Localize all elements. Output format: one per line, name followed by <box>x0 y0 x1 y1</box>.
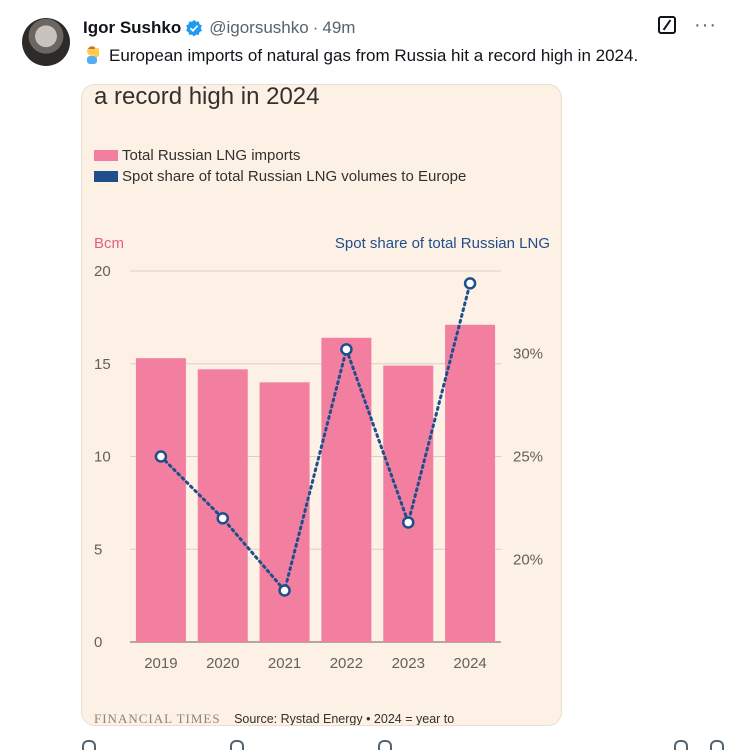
left-axis-title: Bcm <box>94 235 124 252</box>
right-tick-label: 25% <box>513 449 543 466</box>
left-tick-label: 0 <box>94 634 102 651</box>
x-tick-label: 2019 <box>144 655 177 672</box>
legend-item-bars: Total Russian LNG imports <box>94 147 300 164</box>
bar <box>321 337 372 642</box>
legend-item-line: Spot share of total Russian LNG volumes … <box>94 168 466 185</box>
spot-share-point <box>463 277 477 290</box>
chart-title: a record high in 2024 <box>94 84 320 110</box>
spot-share-point <box>278 584 291 597</box>
bar <box>383 365 434 642</box>
bookmark-icon[interactable] <box>674 740 688 750</box>
source-text: Source: Rystad Energy • 2024 = year to <box>234 712 455 726</box>
author-name[interactable]: Igor Sushko <box>83 18 182 37</box>
spot-share-point <box>216 512 229 525</box>
tweet-text: European imports of natural gas from Rus… <box>109 46 639 65</box>
right-tick-label: 20% <box>513 552 543 569</box>
legend-label-bars: Total Russian LNG imports <box>122 147 301 164</box>
tweet-header: Igor Sushko @igorsushko · 49m <box>83 16 355 40</box>
spot-share-point <box>402 516 415 529</box>
spot-share-point <box>154 450 168 463</box>
tweet-body: European imports of natural gas from Rus… <box>83 44 723 68</box>
tweet-image[interactable]: a record high in 2024 Total Russian LNG … <box>81 84 562 726</box>
spot-share-point <box>340 343 353 356</box>
x-tick-label: 2022 <box>330 655 363 672</box>
bar <box>197 369 248 642</box>
left-tick-label: 5 <box>94 541 102 558</box>
person-facepalming-icon <box>83 44 103 64</box>
combo-chart: 0 5 10 15 20 20% 25% 30% 2019 2020 2021 2022 2023 202… <box>94 263 543 672</box>
source-line: FINANCIAL TIMES Source: Rystad Energy • … <box>94 711 554 726</box>
publisher-logo: FINANCIAL TIMES <box>94 711 221 726</box>
verified-badge-icon <box>185 19 203 37</box>
author-handle[interactable]: @igorsushko <box>209 18 309 37</box>
legend-swatch-line <box>94 171 118 182</box>
legend-swatch-bars <box>94 150 118 161</box>
repost-icon[interactable] <box>230 740 244 750</box>
x-tick-label: 2021 <box>268 655 301 672</box>
spot-share-line <box>159 281 472 594</box>
right-axis-title: Spot share of total Russian LNG <box>334 235 550 252</box>
share-icon[interactable] <box>710 740 724 750</box>
x-tick-label: 2024 <box>453 655 486 672</box>
post-time[interactable]: 49m <box>322 18 356 37</box>
like-icon[interactable] <box>378 740 392 750</box>
author-avatar[interactable] <box>22 18 70 66</box>
x-tick-label: 2020 <box>206 655 239 672</box>
legend-label-line: Spot share of total Russian LNG volumes … <box>122 168 467 185</box>
more-options-icon[interactable]: ··· <box>694 14 717 36</box>
left-tick-label: 15 <box>94 356 111 373</box>
reply-icon[interactable] <box>82 740 96 750</box>
left-tick-label: 20 <box>94 263 111 280</box>
tweet-action-bar <box>82 736 724 750</box>
x-tick-label: 2023 <box>392 655 425 672</box>
left-tick-label: 10 <box>94 449 111 466</box>
bar <box>135 358 186 642</box>
grok-edit-icon[interactable] <box>658 16 677 34</box>
tweet-top-actions: ··· <box>658 14 717 36</box>
bar <box>445 324 496 642</box>
separator-dot: · <box>312 18 319 37</box>
bar <box>259 382 310 642</box>
right-tick-label: 30% <box>513 345 543 362</box>
